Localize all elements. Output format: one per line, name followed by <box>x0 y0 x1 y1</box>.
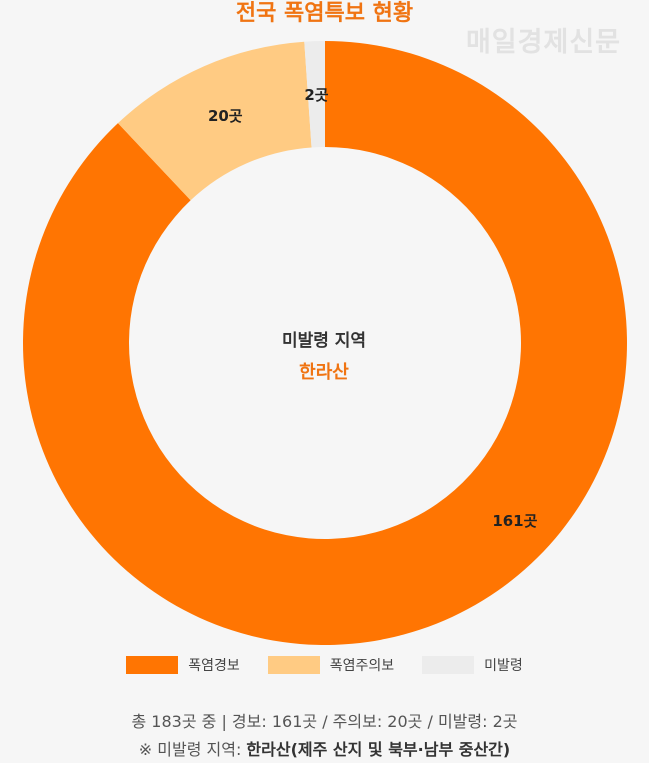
legend: 폭염경보 폭염주의보 미발령 <box>0 655 649 675</box>
legend-item-advisory: 폭염주의보 <box>267 655 395 675</box>
legend-swatch-warning <box>126 656 179 674</box>
center-label: 미발령 지역 <box>282 330 366 351</box>
center-value: 한라산 <box>299 362 349 383</box>
footer-summary: 총 183곳 중 | 경보: 161곳 / 주의보: 20곳 / 미발령: 2곳 <box>131 712 518 731</box>
data-label-none: 2곳 <box>304 86 328 104</box>
legend-item-warning: 폭염경보 <box>126 655 240 675</box>
legend-label-advisory: 폭염주의보 <box>329 658 395 674</box>
legend-label-none: 미발령 <box>484 658 523 674</box>
slice-none <box>304 41 325 148</box>
slice-warning <box>22 41 627 646</box>
slice-advisory <box>117 41 312 201</box>
footer-note-prefix: ※ 미발령 지역: <box>138 740 247 759</box>
data-label-warning: 161곳 <box>492 512 537 530</box>
legend-swatch-none <box>422 656 475 674</box>
legend-item-none: 미발령 <box>422 655 523 675</box>
footer-note-region: 한라산(제주 산지 및 북부·남부 중산간) <box>246 740 511 759</box>
legend-label-warning: 폭염경보 <box>188 658 240 674</box>
donut-chart: 161곳 20곳 2곳 미발령 지역 한라산 <box>22 41 627 646</box>
watermark-logo: 매일경제신문 <box>465 27 621 58</box>
data-label-advisory: 20곳 <box>208 107 243 125</box>
legend-swatch-advisory <box>267 656 320 674</box>
chart-title: 전국 폭염특보 현황 <box>235 1 414 26</box>
footer-note: ※ 미발령 지역: 한라산(제주 산지 및 북부·남부 중산간) <box>0 736 649 760</box>
